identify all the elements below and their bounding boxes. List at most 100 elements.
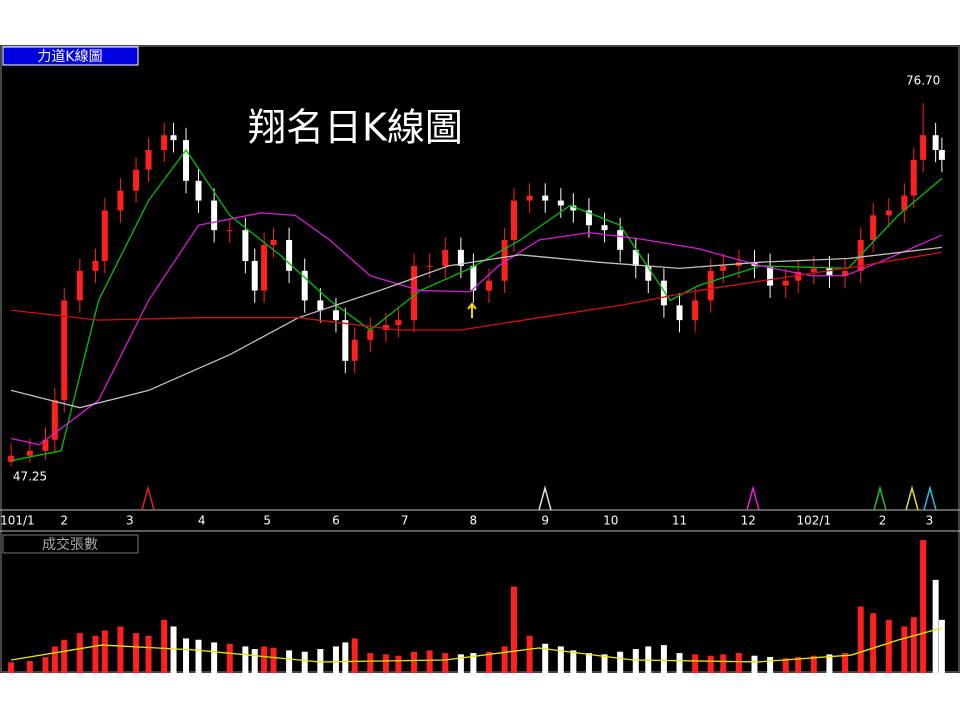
candle-body [910,159,917,196]
volume-bar [317,649,324,673]
volume-bar [676,653,683,673]
candle-body [842,270,849,276]
volume-bar [76,633,83,673]
signal-marker [873,485,887,511]
volume-bar [692,654,699,673]
volume-bar [735,653,742,673]
candle-body [351,339,358,361]
volume-bar [767,657,774,673]
volume-bar [195,639,202,673]
volume-bar [261,646,268,673]
x-tick-label: 12 [741,514,756,528]
candle-body [782,280,789,286]
candle-body [395,320,402,326]
extreme-label: 76.70 [906,74,940,88]
candle-body [692,300,699,321]
candle-body [707,270,714,301]
volume-bar [826,654,833,673]
volume-bar [133,633,140,673]
volume-bar [8,662,15,673]
candle-body [601,225,608,231]
volume-bar [332,646,339,673]
candle-body [676,305,683,321]
moving-average [10,212,943,446]
signal-marker [905,485,919,511]
candle-body [101,210,108,261]
candle-body [457,249,464,266]
volume-bar [286,650,293,673]
candle-body [8,455,15,462]
candle-body [61,300,68,401]
volume-bar [795,657,802,673]
volume-bar [411,651,418,673]
buy-arrow [467,302,477,318]
volume-bar [51,646,58,673]
x-tick-label: 6 [332,514,340,528]
volume-bar [251,649,258,673]
candle-body [92,260,99,271]
candle-body [42,439,49,451]
volume-bar [242,646,249,673]
volume-bar [92,635,99,673]
volume-bar [117,626,124,673]
moving-average [10,148,943,462]
volume-bar [660,645,667,673]
panel-tab [2,534,139,554]
volume-bar [270,647,277,673]
extreme-label: 47.25 [13,470,47,484]
volume-bar [570,650,577,673]
volume-bar [542,643,549,673]
candle-body [117,190,124,211]
x-tick-label: 4 [198,514,206,528]
x-tick-label: 7 [401,514,409,528]
candle-body [183,140,190,181]
panel-title: 成交張數 [42,536,98,553]
candle-body [570,205,577,211]
candle-body [301,270,308,301]
x-tick-label: 5 [263,514,271,528]
candle-body [795,272,802,281]
signal-marker [746,485,760,511]
volume-bar [938,619,945,673]
volume-bar [342,642,349,673]
volume-bar [61,639,68,673]
volume-bar [145,635,152,673]
candle-body [51,400,58,440]
volume-bar [842,653,849,673]
candle-body [411,265,418,321]
candle-body [870,215,877,240]
chart-background [0,45,960,673]
volume-bar [226,643,233,673]
candle-body [161,135,168,150]
candle-body [660,280,667,306]
candle-body [251,260,258,291]
volume-bar [617,651,624,673]
volume-bar [211,642,218,673]
volume-bar [857,606,864,673]
candle-body [767,265,774,286]
volume-bar [442,653,449,673]
candle-body [901,195,908,211]
candle-body [826,268,833,276]
panel-title: 力道K線圖 [37,49,102,65]
volume-bar [526,635,533,673]
x-tick-label: 11 [672,514,687,528]
volume-bar [161,619,168,673]
volume-bar [632,649,639,673]
frame [0,45,960,673]
volume-bar [557,646,564,673]
candle-body [133,169,140,191]
candle-body [145,150,152,170]
candle-body [317,300,324,311]
x-tick-label: 3 [126,514,134,528]
volume-bar [885,619,892,673]
volume-bar [301,651,308,673]
candle-body [720,265,727,271]
candle-body [261,244,268,291]
volume-bar [170,626,177,673]
volume-bar [351,638,358,673]
signal-marker [538,485,552,511]
moving-average [10,246,942,409]
signal-marker [141,485,155,511]
